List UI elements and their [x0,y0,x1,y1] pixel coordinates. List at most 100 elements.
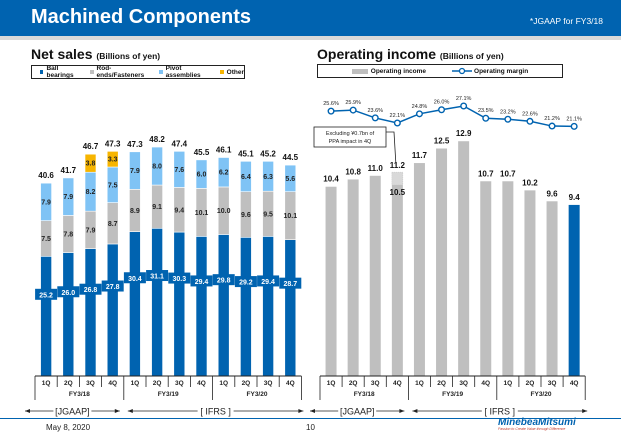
operating-income-bar [325,186,337,376]
operating-income-value-label: 10.7 [478,169,494,178]
net-sales-bar-ball-bearings [217,234,230,377]
net-sales-value-label: 30.4 [128,276,142,283]
operating-margin-label: 26.0% [434,100,450,106]
net-sales-bar-pivot-assemblies [217,157,230,188]
net-sales-bar-ball-bearings [284,239,297,377]
operating-margin-label: 21.1% [566,116,582,122]
net-sales-value-label: 8.2 [86,189,96,196]
operating-income-value-label: 10.8 [345,167,361,176]
footer-date: May 8, 2020 [46,423,91,432]
net-sales-fy-label: FY3/19 [158,391,179,398]
legend-label: Rod-ends/Fasteners [96,65,145,79]
net-sales-quarter-label: 4Q [286,380,295,387]
logo-name: MinebeaMitsumi [498,417,576,428]
net-sales-value-label: 8.7 [108,221,118,228]
operating-income-quarter-label: 3Q [548,380,557,387]
net-sales-label-bg [234,276,257,288]
net-sales-value-label: 6.3 [263,174,273,181]
ppa-annotation-leader [386,131,397,167]
operating-margin-point [349,106,357,114]
net-sales-total-label: 44.5 [283,153,299,162]
net-sales-value-label: 3.3 [108,157,118,164]
net-sales-value-label: 6.4 [241,174,251,181]
operating-margin-point [482,114,490,122]
net-sales-value-label: 29.4 [261,279,275,286]
legend-label: Operating margin [474,67,529,75]
net-sales-fy-label: FY3/20 [247,391,268,398]
operating-income-quarter-label: 2Q [526,380,535,387]
net-sales-ifrs-label: [ IFRS ] [200,407,231,417]
operating-margin-point [327,107,335,115]
operating-income-quarter-label: 3Q [371,380,380,387]
ppa-annotation-box [313,126,387,148]
net-sales-bar-ball-bearings [62,252,75,377]
operating-income-fy-label: FY3/19 [442,391,463,398]
legend-other: Other [219,68,244,76]
net-sales-value-label: 8.9 [130,208,140,215]
operating-income-ppa-excluded-bar [391,171,404,186]
operating-income-legend: Operating income Operating margin [317,64,563,78]
net-sales-value-label: 6.2 [219,170,229,177]
logo-tagline: Passion to Create Value through Differen… [498,427,566,431]
net-sales-value-label: 7.6 [174,167,184,174]
operating-income-bar [480,181,492,376]
net-sales-bar-ball-bearings [40,255,52,377]
net-sales-total-label: 40.6 [38,171,54,180]
net-sales-value-label: 6.0 [197,172,207,179]
operating-income-value-label: 9.6 [546,189,558,198]
operating-margin-label: 23.5% [478,108,494,114]
operating-margin-label: 24.8% [412,104,428,110]
net-sales-value-label: 26.8 [84,287,98,294]
operating-income-value-label: 12.5 [434,137,450,146]
net-sales-bar-pivot-assemblies [129,151,141,190]
operating-margin-point [548,122,556,130]
net-sales-value-label: 9.6 [241,212,251,219]
operating-income-quarter-label: 2Q [437,380,446,387]
net-sales-quarter-label: 1Q [131,380,140,387]
net-sales-total-label: 45.5 [194,148,210,157]
net-sales-bar-ball-bearings [84,248,97,377]
operating-margin-label: 22.1% [390,113,406,119]
net-sales-label-bg [168,272,191,284]
net-sales-value-label: 10.1 [195,210,209,217]
net-sales-total-label: 48.2 [149,135,165,144]
operating-income-quarter-label: 1Q [327,380,336,387]
operating-income-value-label: 11.7 [412,151,428,160]
operating-income-quarter-label: 1Q [504,380,513,387]
net-sales-bar-pivot-assemblies [173,151,186,188]
operating-income-quarter-label: 4Q [393,380,402,387]
net-sales-bar-ball-bearings [106,243,119,377]
operating-income-title: Operating income (Billions of yen) [317,46,504,62]
net-sales-quarter-label: 3Q [86,380,95,387]
net-sales-quarter-label: 3Q [264,380,273,387]
legend-label: Other [226,68,244,76]
net-sales-bar-other [106,151,119,168]
operating-income-bar [413,163,425,376]
operating-income-quarter-label: 2Q [349,380,358,387]
operating-income-value-label: 10.2 [522,178,538,187]
net-sales-bar-pivot-assemblies [62,177,75,216]
legend-swatch-ball [40,70,44,74]
net-sales-label-bg [35,288,58,300]
operating-income-quarter-label: 4Q [481,380,490,387]
company-logo: MinebeaMitsumi Passion to Create Value t… [498,417,576,431]
net-sales-total-label: 45.1 [238,149,254,158]
operating-income-bar [502,181,514,376]
net-sales-value-label: 7.8 [63,231,73,238]
net-sales-value-label: 29.4 [195,279,209,286]
net-sales-unit: (Billions of yen) [96,51,161,61]
net-sales-quarter-label: 2Q [64,380,73,387]
header-divider [0,36,621,40]
net-sales-bar-pivot-assemblies [40,182,52,221]
net-sales-bar-ball-bearings [173,231,186,377]
net-sales-label-bg [279,277,302,289]
net-sales-fy-label: FY3/18 [69,391,90,398]
net-sales-jgaap-label: [JGAAP] [55,407,90,417]
page-title: Machined Components [31,6,252,28]
net-sales-bar-ball-bearings [129,231,141,377]
net-sales-total-label: 41.7 [61,166,77,175]
operating-income-value-label: 9.4 [569,193,581,202]
net-sales-bar-ball-bearings [151,227,163,377]
operating-income-value-label: 10.5 [390,188,406,197]
